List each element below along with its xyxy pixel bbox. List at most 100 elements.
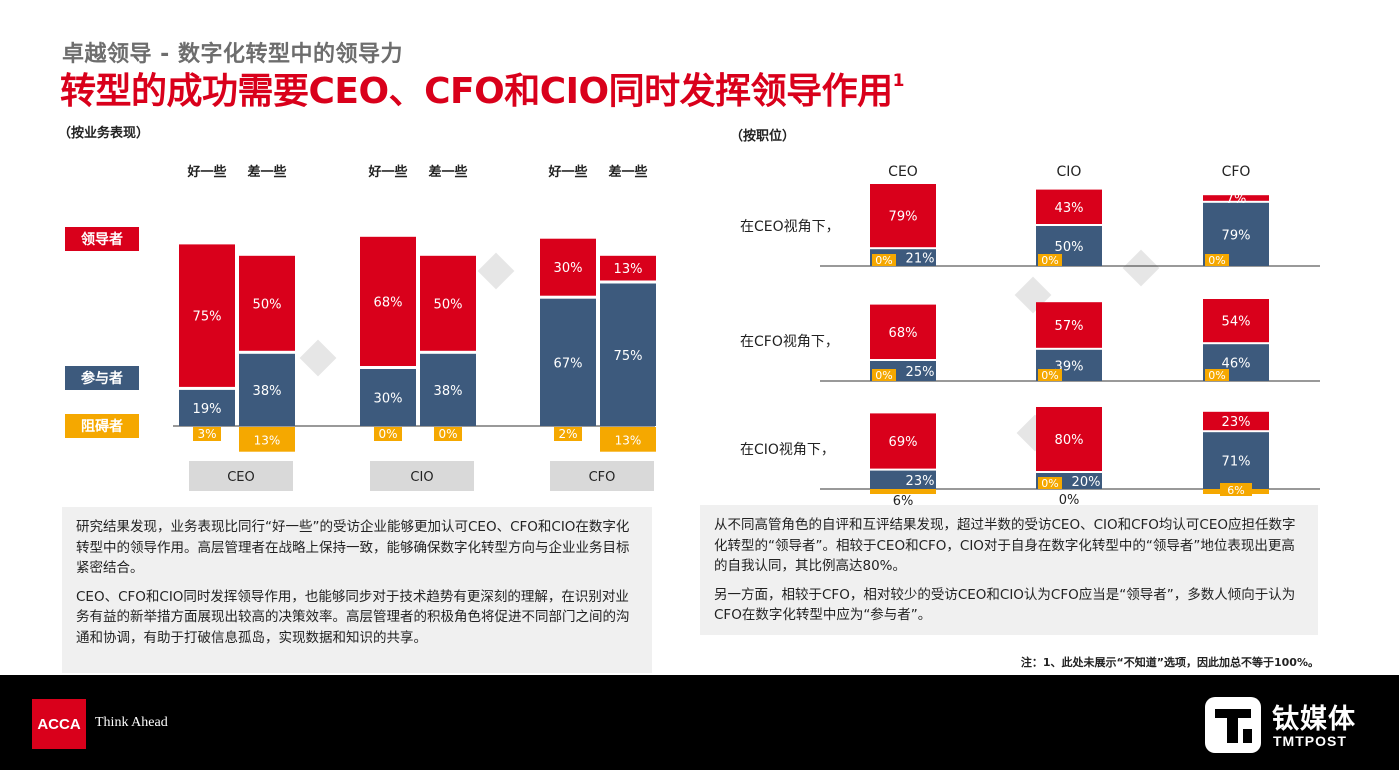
tmtpost-name-cn: 钛媒体	[1272, 704, 1356, 735]
bar-participant	[1203, 432, 1269, 489]
bar-label-leader: 57%	[1055, 319, 1084, 334]
bar-label-participant: 50%	[1055, 240, 1084, 255]
bar-obstacle	[434, 427, 462, 441]
bar-leader	[870, 304, 936, 359]
bar-participant	[420, 353, 476, 426]
text-left-paragraph-2: CEO、CFO和CIO同时发挥领导作用，也能够同步对于技术趋势有更深刻的理解，在…	[76, 588, 630, 646]
bar-leader	[1036, 407, 1102, 471]
bar-label-obstacle: 13%	[254, 433, 281, 447]
bar-leader	[1036, 189, 1102, 224]
bar-label-participant: 38%	[434, 384, 463, 399]
bar-label-leader: 30%	[554, 261, 583, 276]
bar-obstacle	[374, 427, 402, 441]
right-section-label: （按职位）	[730, 129, 796, 144]
bar-leader	[870, 184, 936, 248]
bar-leader	[540, 238, 596, 296]
bar-obstacle	[1205, 369, 1229, 381]
acca-tagline: Think Ahead	[95, 715, 168, 730]
legend-label: 领导者	[81, 231, 123, 248]
bar-obstacle	[870, 489, 936, 494]
bar-label-obstacle: 0%	[438, 427, 457, 441]
bar-obstacle	[1038, 369, 1062, 381]
bar-obstacle	[239, 427, 295, 452]
bar-label-leader: 69%	[889, 435, 918, 450]
bar-label-participant: 75%	[614, 349, 643, 364]
group-label-box	[370, 461, 474, 491]
bar-label-obstacle: 2%	[558, 427, 577, 441]
bar-label-leader: 75%	[193, 310, 222, 325]
bar-label-participant: 38%	[253, 384, 282, 399]
bar-obstacle	[1038, 477, 1062, 489]
bar-label-obstacle: 0%	[1041, 369, 1058, 382]
bar-label-obstacle: 0%	[1208, 369, 1225, 382]
bar-label-leader: 79%	[889, 210, 918, 225]
subgroup-label: 好一些	[547, 164, 587, 180]
legend-swatch	[65, 414, 139, 438]
text-right-paragraph-2: 另一方面，相较于CFO，相对较少的受访CEO和CIO认为CFO应当是“领导者”，…	[714, 586, 1296, 624]
bar-label-participant: 30%	[374, 392, 403, 407]
bar-leader	[1036, 302, 1102, 348]
bar-label-obstacle: 0%	[875, 369, 892, 382]
footer-bar: ACCA Think Ahead 钛媒体 TMTPOST	[0, 675, 1399, 770]
column-header: CEO	[888, 164, 918, 180]
bar-participant	[360, 369, 416, 426]
bar-participant	[540, 298, 596, 426]
page-title-text: 转型的成功需要CEO、CFO和CIO同时发挥领导作用	[60, 71, 893, 112]
group-label: CIO	[410, 470, 433, 485]
bar-label-participant: 21%	[906, 252, 935, 267]
bar-leader	[420, 255, 476, 351]
bar-obstacle	[193, 427, 221, 441]
bar-label-leader: 80%	[1055, 433, 1084, 448]
column-header: CFO	[1222, 164, 1251, 180]
bar-leader	[179, 244, 235, 387]
row-label: 在CIO视角下，	[740, 442, 835, 458]
bar-obstacle	[1038, 254, 1062, 266]
legend-swatch	[65, 366, 139, 390]
bar-leader	[600, 255, 656, 281]
bar-label-obstacle: 6%	[1227, 484, 1244, 497]
bar-obstacle	[600, 427, 656, 452]
bar-obstacle-tag	[1220, 483, 1252, 496]
bar-obstacle	[872, 369, 896, 381]
group-label: CEO	[227, 470, 255, 485]
bar-label-participant: 23%	[906, 474, 935, 489]
bar-label-participant: 71%	[1222, 455, 1251, 470]
subgroup-label: 差一些	[428, 164, 467, 180]
text-right-paragraph-1: 从不同高管角色的自评和互评结果发现，超过半数的受访CEO、CIO和CFO均认可C…	[714, 517, 1296, 574]
bar-label-participant: 46%	[1222, 357, 1251, 372]
bar-participant	[870, 470, 936, 489]
bar-obstacle	[554, 427, 582, 441]
tmtpost-name-en: TMTPOST	[1273, 733, 1347, 749]
bar-label-obstacle: 0%	[1041, 254, 1058, 267]
bar-label-obstacle-below: 0%	[1059, 493, 1080, 508]
footnote: 注：1、此处未展示“不知道”选项，因此加总不等于100%。	[1020, 656, 1319, 669]
bar-label-obstacle: 0%	[1208, 254, 1225, 267]
bar-label-obstacle: 13%	[615, 433, 642, 447]
bar-obstacle	[1205, 254, 1229, 266]
bar-label-leader: 43%	[1055, 201, 1084, 216]
text-left-paragraph-1: 研究结果发现，业务表现比同行“好一些”的受访企业能够更加认可CEO、CFO和CI…	[76, 519, 630, 576]
bar-participant	[239, 353, 295, 426]
bar-label-leader: 23%	[1222, 415, 1251, 430]
bar-label-participant: 19%	[193, 402, 222, 417]
page-title: 转型的成功需要CEO、CFO和CIO同时发挥领导作用1	[60, 62, 905, 114]
left-section-label: （按业务表现）	[58, 126, 150, 141]
legend-swatch	[65, 227, 139, 251]
bar-label-leader: 50%	[253, 297, 282, 312]
bar-leader	[1203, 299, 1269, 343]
group-label: CFO	[589, 470, 616, 485]
bar-label-obstacle: 0%	[875, 254, 892, 267]
bar-label-leader: 7%	[1226, 192, 1247, 207]
tmtpost-logo-icon	[1205, 697, 1261, 753]
text-box-left: 研究结果发现，业务表现比同行“好一些”的受访企业能够更加认可CEO、CFO和CI…	[62, 507, 652, 673]
legend-label: 参与者	[81, 370, 123, 387]
bar-leader	[1203, 195, 1269, 201]
page-subtitle: 卓越领导 - 数字化转型中的领导力	[62, 42, 403, 67]
bar-label-obstacle: 3%	[197, 427, 216, 441]
group-label-box	[189, 461, 293, 491]
bar-label-leader: 50%	[434, 297, 463, 312]
bar-label-leader: 68%	[374, 295, 403, 310]
row-label: 在CEO视角下，	[740, 219, 840, 235]
bar-leader	[1203, 411, 1269, 431]
bar-label-leader: 68%	[889, 326, 918, 341]
